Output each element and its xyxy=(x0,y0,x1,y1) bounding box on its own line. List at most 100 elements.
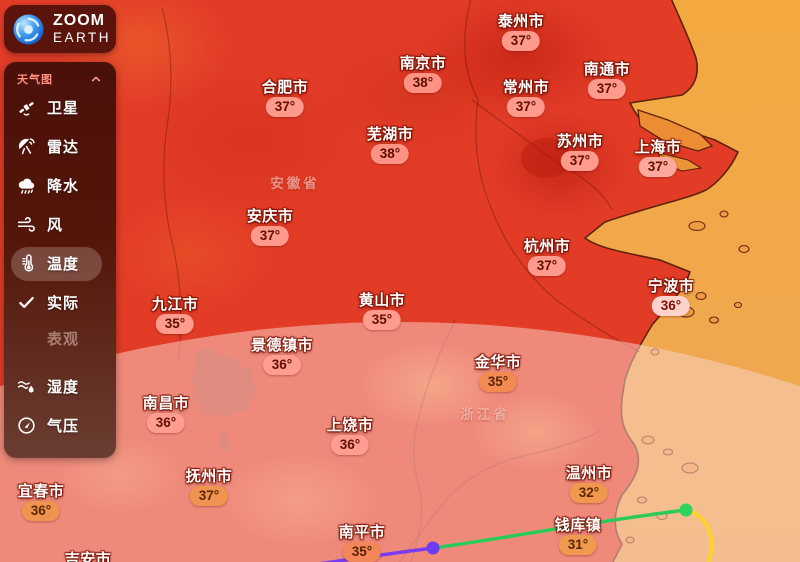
city-label[interactable]: 九江市 35° xyxy=(152,297,199,334)
city-name: 南通市 xyxy=(583,61,631,78)
city-label[interactable]: 南京市 38° xyxy=(400,56,447,93)
sidebar-item-humidity[interactable]: 湿度 xyxy=(4,367,116,406)
city-name: 黄山市 xyxy=(358,292,406,309)
humidity-icon xyxy=(15,375,38,398)
city-label[interactable]: 钱库镇 31° xyxy=(555,518,602,555)
wind-icon xyxy=(15,213,38,236)
check-icon xyxy=(15,291,38,314)
temperature-badge: 35° xyxy=(342,542,382,562)
city-name: 上饶市 xyxy=(326,417,374,434)
city-label[interactable]: 抚州市 37° xyxy=(186,469,233,506)
city-name: 抚州市 xyxy=(185,468,233,485)
temperature-badge: 36° xyxy=(262,355,302,375)
city-label[interactable]: 南通市 37° xyxy=(584,62,631,99)
temperature-badge: 37° xyxy=(527,256,567,276)
sidebar-item-pressure[interactable]: 气压 xyxy=(4,406,116,445)
gauge-icon xyxy=(15,414,38,437)
city-name: 宁波市 xyxy=(647,278,695,295)
temperature-badge: 35° xyxy=(362,310,402,330)
province-label: 安徽省 xyxy=(270,176,320,191)
brand-line1: ZOOM xyxy=(53,12,105,30)
city-label[interactable]: 合肥市 37° xyxy=(262,80,309,117)
sidebar-item-apparent[interactable]: 表观 xyxy=(47,330,80,348)
city-name: 景德镇市 xyxy=(250,337,314,354)
city-label[interactable]: 苏州市 37° xyxy=(557,134,604,171)
zoom-earth-logo[interactable]: ZOOM EARTH xyxy=(4,5,116,53)
city-label[interactable]: 上海市 37° xyxy=(635,140,682,177)
storm-track-segment xyxy=(684,508,715,562)
brand-line2: EARTH xyxy=(53,30,112,46)
city-name: 南京市 xyxy=(399,55,447,72)
temperature-badge: 38° xyxy=(370,144,410,164)
globe-swirl-icon xyxy=(13,13,44,45)
city-name: 宜春市 xyxy=(17,483,65,500)
temperature-badge: 37° xyxy=(501,31,541,51)
city-name: 南昌市 xyxy=(142,395,190,412)
radar-icon xyxy=(15,135,38,158)
temperature-badge: 35° xyxy=(478,372,518,392)
city-label[interactable]: 吉安市 xyxy=(65,552,112,562)
chevron-up-icon[interactable] xyxy=(88,71,104,87)
city-label[interactable]: 杭州市 37° xyxy=(524,239,571,276)
city-name: 吉安市 xyxy=(64,551,112,562)
city-label[interactable]: 常州市 37° xyxy=(503,80,550,117)
city-name: 南平市 xyxy=(338,524,386,541)
satellite-icon xyxy=(15,96,38,119)
sidebar-item-wind[interactable]: 风 xyxy=(4,205,116,244)
storm-track-segment xyxy=(431,508,688,550)
estuary-island xyxy=(637,109,714,152)
rain-icon xyxy=(15,174,38,197)
city-name: 上海市 xyxy=(634,139,682,156)
temperature-badge: 36° xyxy=(330,435,370,455)
city-label[interactable]: 南平市 35° xyxy=(339,525,386,562)
city-name: 金华市 xyxy=(474,354,522,371)
temperature-badge: 37° xyxy=(587,79,627,99)
temperature-badge: 36° xyxy=(651,296,691,316)
temperature-badge: 37° xyxy=(638,157,678,177)
sidebar-item-radar[interactable]: 雷达 xyxy=(4,127,116,166)
city-label[interactable]: 南昌市 36° xyxy=(143,396,190,433)
city-name: 合肥市 xyxy=(261,79,309,96)
city-label[interactable]: 黄山市 35° xyxy=(359,293,406,330)
city-name: 温州市 xyxy=(565,465,613,482)
temperature-badge: 32° xyxy=(569,483,609,503)
taihu-lake xyxy=(521,138,571,178)
city-name: 泰州市 xyxy=(497,13,545,30)
city-label[interactable]: 泰州市 37° xyxy=(498,14,545,51)
city-label[interactable]: 芜湖市 38° xyxy=(367,127,414,164)
city-label[interactable]: 金华市 35° xyxy=(475,355,522,392)
city-label[interactable]: 温州市 32° xyxy=(566,466,613,503)
city-label[interactable]: 宜春市 36° xyxy=(18,484,65,521)
city-name: 苏州市 xyxy=(556,133,604,150)
province-label: 浙江省 xyxy=(460,407,510,422)
temperature-badge: 37° xyxy=(506,97,546,117)
temperature-badge: 37° xyxy=(265,97,305,117)
city-name: 芜湖市 xyxy=(366,126,414,143)
storm-track-point[interactable] xyxy=(679,503,693,517)
temperature-badge: 35° xyxy=(155,314,195,334)
city-name: 九江市 xyxy=(151,296,199,313)
temperature-badge: 31° xyxy=(558,535,598,555)
thermometer-icon xyxy=(15,252,38,275)
temperature-badge: 37° xyxy=(250,226,290,246)
sidebar-item-precipitation[interactable]: 降水 xyxy=(4,166,116,205)
temperature-badge: 36° xyxy=(146,413,186,433)
sidebar-item-temperature[interactable]: 温度 xyxy=(11,246,102,281)
weather-layers-panel: 天气图 卫星 雷达 降水 风 温度 实际 表观 湿度 气压 xyxy=(4,62,116,458)
city-label[interactable]: 上饶市 36° xyxy=(327,418,374,455)
brand-wordmark: ZOOM EARTH xyxy=(53,13,111,45)
sidebar-item-satellite[interactable]: 卫星 xyxy=(4,88,116,127)
sidebar-item-actual[interactable]: 实际 xyxy=(4,283,116,322)
city-name: 安庆市 xyxy=(246,208,294,225)
temperature-badge: 38° xyxy=(403,73,443,93)
layer-list: 卫星 雷达 降水 风 温度 实际 表观 湿度 气压 xyxy=(4,88,116,445)
storm-track-point[interactable] xyxy=(426,541,440,555)
city-label[interactable]: 安庆市 37° xyxy=(247,209,294,246)
city-name: 钱库镇 xyxy=(554,517,602,534)
temperature-badge: 37° xyxy=(189,486,229,506)
city-name: 常州市 xyxy=(502,79,550,96)
city-label[interactable]: 宁波市 36° xyxy=(648,279,695,316)
city-label[interactable]: 景德镇市 36° xyxy=(251,338,313,375)
